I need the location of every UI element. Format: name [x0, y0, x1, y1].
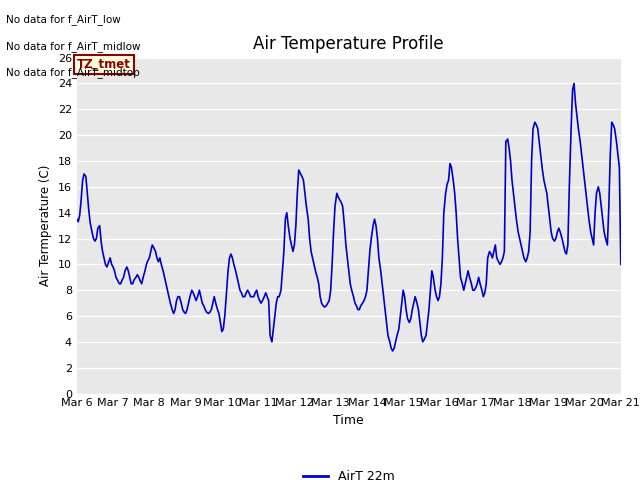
- X-axis label: Time: Time: [333, 414, 364, 427]
- Text: No data for f_AirT_midtop: No data for f_AirT_midtop: [6, 67, 140, 78]
- Title: Air Temperature Profile: Air Temperature Profile: [253, 35, 444, 53]
- Legend: AirT 22m: AirT 22m: [298, 465, 399, 480]
- Text: No data for f_AirT_midlow: No data for f_AirT_midlow: [6, 41, 141, 52]
- Y-axis label: Air Termperature (C): Air Termperature (C): [39, 165, 52, 286]
- Text: TZ_tmet: TZ_tmet: [77, 58, 131, 71]
- Text: No data for f_AirT_low: No data for f_AirT_low: [6, 14, 121, 25]
